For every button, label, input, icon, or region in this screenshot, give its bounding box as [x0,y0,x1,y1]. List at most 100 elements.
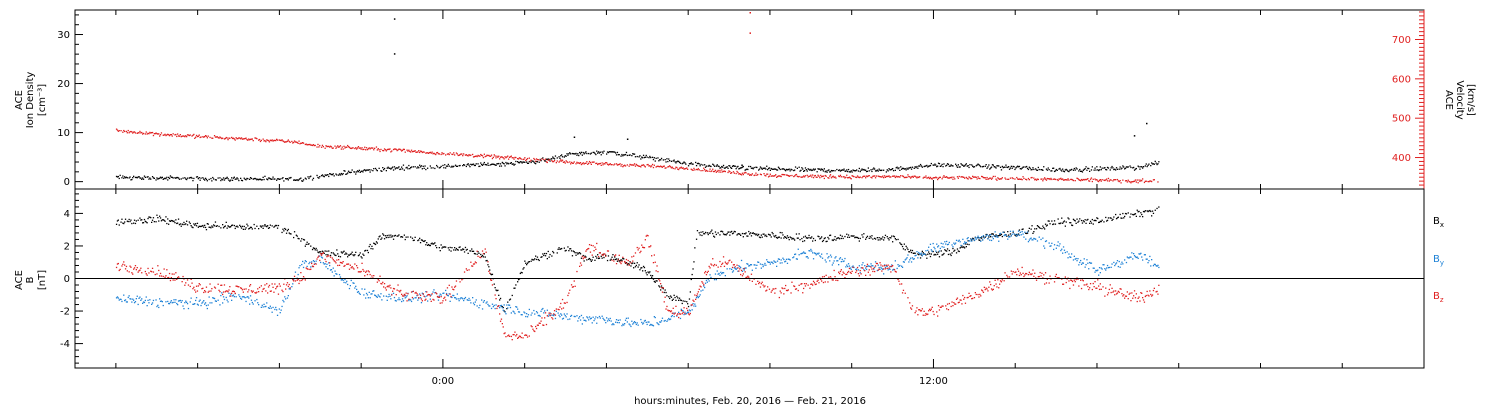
bz-point [515,335,517,337]
by-point [901,266,904,268]
bz-point [398,290,400,292]
bz-point [517,337,519,339]
velocity-point [1118,180,1120,183]
by-point [866,265,869,267]
ion-density-point [621,153,623,156]
ion-density-point [851,171,853,173]
bx-point [407,236,409,238]
bz-point [865,265,868,268]
bz-point [136,267,138,269]
velocity-point [934,177,936,179]
by-point [676,315,678,317]
bx-point [388,234,390,236]
ion-density-point [1063,171,1066,173]
bz-point [281,289,283,291]
velocity-point [402,148,405,150]
by-point [776,260,779,262]
bz-point [601,254,603,256]
ion-density-point [949,165,951,167]
bx-point [156,214,158,216]
ion-density-point [1009,167,1012,169]
bx-point [127,220,129,223]
by-point [489,305,491,307]
bz-point [828,276,830,278]
bx-point [878,237,880,239]
bz-point [928,308,931,310]
velocity-point [810,174,812,176]
by-point [1048,242,1050,244]
ion-density-point [713,164,715,166]
ion-density-point [259,178,262,180]
by-point [185,300,187,302]
velocity-point [828,177,830,179]
ion-density-point [803,170,806,172]
by-point [670,315,673,318]
bz-point [342,261,344,263]
by-point [986,234,988,236]
bz-point [326,256,328,258]
ion-density-point [559,157,561,159]
ion-density-point [226,176,228,178]
ion-density-point [142,178,145,180]
ion-density-point [923,165,925,168]
by-point [1137,257,1139,259]
by-point [517,311,520,313]
bx-point [603,256,605,259]
ion-density-point [731,165,734,167]
by-point [851,266,853,268]
ion-density-point [1151,163,1154,165]
by-point [785,258,788,260]
ion-density-point [342,173,344,175]
by-point [648,321,650,323]
ion-density-point [526,162,529,164]
bx-point [926,257,928,259]
bz-point [128,271,130,273]
bx-point [598,257,601,259]
ion-density-point [472,163,474,166]
bx-point [450,250,452,252]
bz-point [690,304,692,306]
velocity-point [979,177,981,180]
bz-point [427,293,430,296]
bx-point [287,228,289,231]
by-point [219,304,221,306]
ion-density-point [177,177,180,179]
bx-point [178,224,181,226]
bx-point [377,238,379,240]
by-point [148,302,150,304]
bx-point [777,236,780,238]
bx-point [644,270,646,272]
ion-density-point [370,169,372,171]
bz-point [208,290,210,292]
ion-density-point [715,165,717,167]
by-point [394,299,396,302]
velocity-point [932,177,934,179]
velocity-point [721,169,723,171]
ion-density-point [392,166,394,168]
bx-point [698,232,700,234]
ion-density-point [607,151,610,154]
bz-point [344,264,346,267]
bz-point [406,300,408,302]
bx-point [1051,220,1053,222]
bx-point [729,234,731,236]
bx-point [1068,218,1070,220]
by-point [751,269,753,271]
velocity-point [347,146,350,148]
ion-density-point [539,158,541,161]
ion-density-point [939,165,941,167]
bx-point [726,233,728,235]
ion-density-point [210,177,212,180]
bz-point [312,265,315,268]
velocity-point [454,154,456,156]
bz-point [336,259,338,261]
bx-point [202,224,204,227]
velocity-point [912,176,914,178]
ion-density-point [300,177,302,179]
ion-density-point [466,164,468,166]
velocity-point [963,176,965,178]
bz-point [510,335,512,338]
bz-point [956,297,959,299]
by-point [940,242,942,244]
bx-point [142,222,144,224]
